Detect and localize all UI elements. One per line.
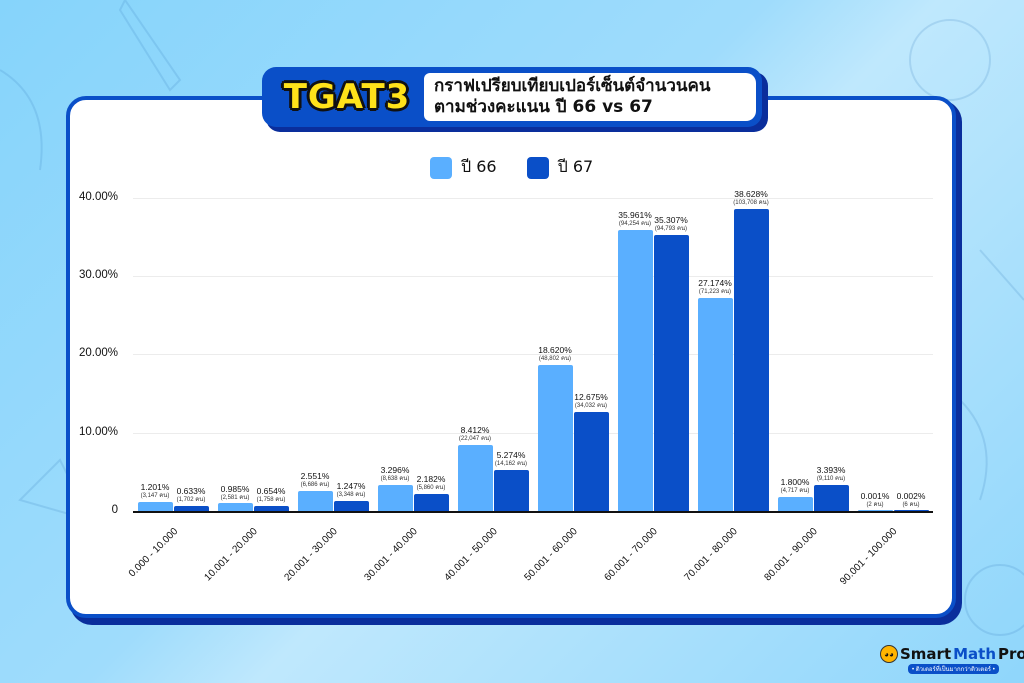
bar-66-0	[138, 502, 173, 511]
smartmathpro-logo: ◕◕ Smart Math Pro • ติวเตอร์ที่เป็นมากกว่า…	[880, 645, 1024, 674]
logo-math-text: Math	[953, 645, 997, 663]
graduate-face-icon: ◕◕	[880, 645, 898, 663]
bar-67-5	[574, 412, 609, 511]
x-tick-7: 70.001 - 80.000	[682, 526, 740, 584]
y-tick-10: 10.00%	[78, 426, 118, 438]
chart-title: กราฟเปรียบเทียบเปอร์เซ็นต์จำนวนคน ตามช่ว…	[424, 73, 756, 121]
y-tick-20: 20.00%	[78, 347, 118, 359]
bar-66-8	[778, 497, 813, 511]
gridline-40	[133, 198, 933, 199]
bar-label-66-7: 27.174% (71,223 คน)	[698, 278, 732, 295]
bar-66-1	[218, 503, 253, 511]
bar-67-6	[654, 235, 689, 511]
bar-label-67-4: 5.274% (14,162 คน)	[494, 450, 528, 467]
bar-67-8	[814, 485, 849, 511]
x-tick-2: 20.001 - 30.000	[282, 526, 340, 584]
chart-legend: ปี 66 ปี 67	[430, 155, 593, 180]
bar-label-67-5: 12.675% (34,032 คน)	[574, 392, 608, 409]
bar-66-6	[618, 230, 653, 511]
bar-label-67-1: 0.654% (1,758 คน)	[256, 486, 286, 503]
bar-label-66-4: 8.412% (22,047 คน)	[458, 425, 492, 442]
bar-label-67-9: 0.002% (6 คน)	[896, 491, 926, 508]
chart-title-line2: ตามช่วงคะแนน ปี 66 vs 67	[434, 97, 653, 117]
bar-66-3	[378, 485, 413, 511]
logo-tagline: • ติวเตอร์ที่เป็นมากกว่าติวเตอร์ •	[907, 664, 999, 674]
bar-66-2	[298, 491, 333, 511]
legend-label-67: ปี 67	[557, 157, 594, 176]
bar-label-66-1: 0.985% (2,581 คน)	[220, 484, 250, 501]
chart-title-line1: กราฟเปรียบเทียบเปอร์เซ็นต์จำนวนคน	[434, 76, 711, 96]
bar-67-0	[174, 506, 209, 511]
y-tick-30: 30.00%	[78, 269, 118, 281]
bar-67-4	[494, 470, 529, 511]
bar-67-3	[414, 494, 449, 511]
x-tick-9: 90.001 - 100.000	[838, 526, 900, 588]
x-tick-1: 10.001 - 20.000	[202, 526, 260, 584]
bar-label-66-9: 0.001% (2 คน)	[860, 491, 890, 508]
bar-66-9	[858, 510, 893, 511]
legend-item-67: ปี 67	[526, 155, 594, 180]
bar-label-66-3: 3.296% (8,638 คน)	[380, 465, 410, 482]
bar-label-67-6: 35.307% (94,793 คน)	[654, 215, 688, 232]
x-tick-4: 40.001 - 50.000	[442, 526, 500, 584]
bar-67-7	[734, 209, 769, 511]
gridline-30	[133, 276, 933, 277]
x-tick-3: 30.001 - 40.000	[362, 526, 420, 584]
logo-pro-text: Pro	[998, 645, 1024, 663]
bar-label-67-0: 0.633% (1,702 คน)	[176, 486, 206, 503]
bar-label-67-8: 3.393% (9,110 คน)	[816, 465, 846, 482]
gridline-10	[133, 433, 933, 434]
y-tick-40: 40.00%	[78, 191, 118, 203]
bar-label-67-7: 38.628% (103,708 คน)	[733, 189, 769, 206]
logo-smart-text: Smart	[900, 645, 952, 663]
bar-66-4	[458, 445, 493, 511]
bar-label-67-2: 1.247% (3,348 คน)	[336, 481, 366, 498]
x-tick-6: 60.001 - 70.000	[602, 526, 660, 584]
x-tick-0: 0.000 - 10.000	[126, 526, 180, 580]
bar-label-66-8: 1.800% (4,717 คน)	[780, 477, 810, 494]
logo-wordmark: ◕◕ Smart Math Pro	[880, 645, 1024, 663]
bar-67-1	[254, 506, 289, 511]
x-tick-8: 80.001 - 90.000	[762, 526, 820, 584]
bar-label-66-5: 18.620% (48,802 คน)	[538, 345, 572, 362]
exam-badge: TGAT3	[283, 77, 411, 117]
bar-66-5	[538, 365, 573, 511]
bar-label-66-0: 1.201% (3,147 คน)	[140, 482, 170, 499]
x-axis-line	[133, 511, 933, 513]
bar-67-9	[894, 510, 929, 511]
bar-66-7	[698, 298, 733, 511]
title-banner-box: TGAT3 กราฟเปรียบเทียบเปอร์เซ็นต์จำนวนคน …	[262, 67, 762, 127]
bar-label-66-6: 35.961% (94,254 คน)	[618, 210, 652, 227]
legend-swatch-66	[430, 156, 452, 179]
x-tick-5: 50.001 - 60.000	[522, 526, 580, 584]
bar-label-66-2: 2.551% (6,686 คน)	[300, 471, 330, 488]
legend-label-66: ปี 66	[461, 157, 497, 176]
bar-label-67-3: 2.182% (5,860 คน)	[416, 474, 446, 491]
bar-67-2	[334, 501, 369, 511]
legend-swatch-67	[526, 156, 549, 179]
gridline-20	[133, 354, 933, 355]
legend-item-66: ปี 66	[430, 155, 497, 180]
title-banner: TGAT3 กราฟเปรียบเทียบเปอร์เซ็นต์จำนวนคน …	[262, 67, 768, 132]
y-tick-0: 0	[111, 504, 118, 516]
